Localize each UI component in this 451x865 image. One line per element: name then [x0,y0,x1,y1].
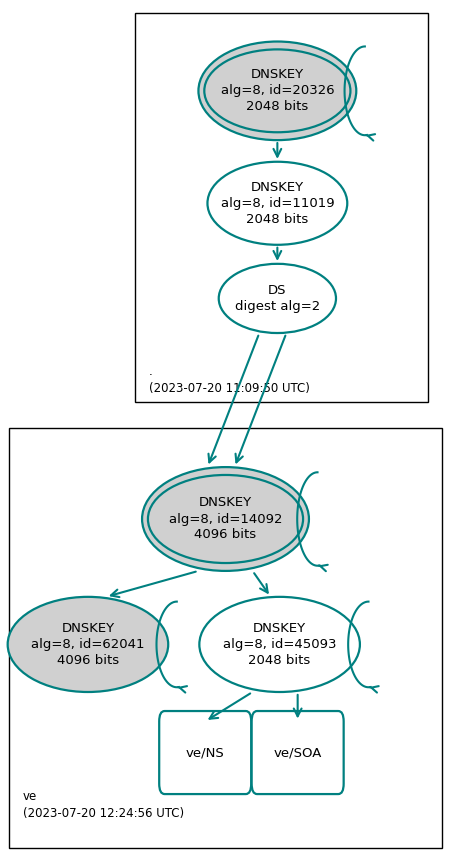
Ellipse shape [8,597,168,692]
Ellipse shape [207,162,347,245]
Text: ve/SOA: ve/SOA [273,746,322,759]
Text: DNSKEY
alg=8, id=20326
2048 bits: DNSKEY alg=8, id=20326 2048 bits [221,68,334,113]
FancyBboxPatch shape [252,711,344,794]
Text: DNSKEY
alg=8, id=62041
4096 bits: DNSKEY alg=8, id=62041 4096 bits [31,622,145,667]
Text: .
(2023-07-20 11:09:50 UTC): . (2023-07-20 11:09:50 UTC) [149,365,310,395]
Text: DNSKEY
alg=8, id=11019
2048 bits: DNSKEY alg=8, id=11019 2048 bits [221,181,334,226]
Text: ve
(2023-07-20 12:24:56 UTC): ve (2023-07-20 12:24:56 UTC) [23,790,184,820]
Ellipse shape [219,264,336,333]
FancyBboxPatch shape [9,428,442,848]
Text: DNSKEY
alg=8, id=14092
4096 bits: DNSKEY alg=8, id=14092 4096 bits [169,497,282,541]
FancyBboxPatch shape [135,13,428,402]
FancyBboxPatch shape [159,711,251,794]
Text: ve/NS: ve/NS [186,746,225,759]
Ellipse shape [142,467,309,571]
Ellipse shape [199,597,360,692]
Text: DS
digest alg=2: DS digest alg=2 [235,284,320,313]
Ellipse shape [198,42,356,140]
Text: DNSKEY
alg=8, id=45093
2048 bits: DNSKEY alg=8, id=45093 2048 bits [223,622,336,667]
